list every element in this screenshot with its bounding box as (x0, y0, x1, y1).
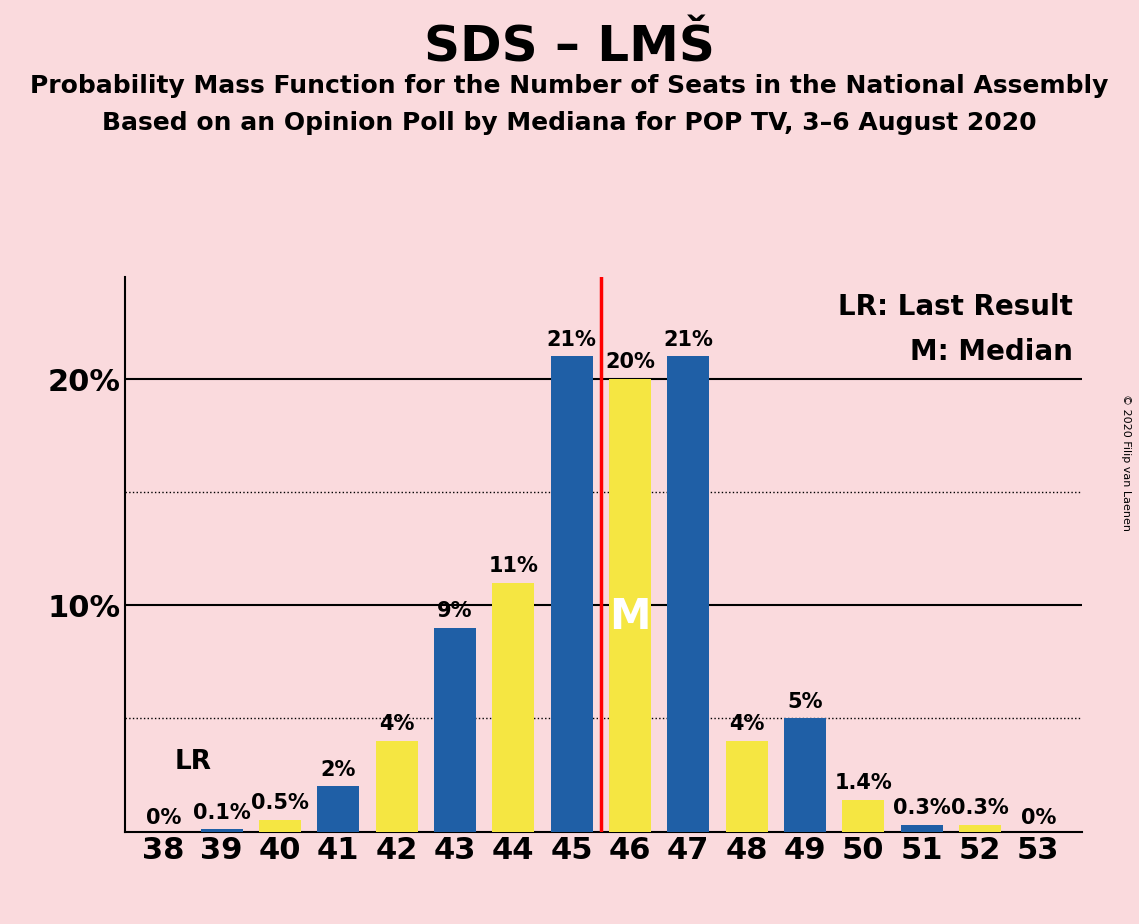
Text: 5%: 5% (787, 692, 822, 711)
Text: Based on an Opinion Poll by Mediana for POP TV, 3–6 August 2020: Based on an Opinion Poll by Mediana for … (103, 111, 1036, 135)
Text: 9%: 9% (437, 602, 473, 621)
Text: Probability Mass Function for the Number of Seats in the National Assembly: Probability Mass Function for the Number… (31, 74, 1108, 98)
Bar (959, 825, 1001, 832)
Text: 2%: 2% (320, 760, 355, 780)
Bar (842, 800, 884, 832)
Text: 21%: 21% (547, 330, 597, 349)
Bar (726, 741, 768, 832)
Text: M: Median: M: Median (910, 338, 1073, 366)
Text: 1.4%: 1.4% (835, 773, 892, 793)
Bar (434, 628, 476, 832)
Text: 0.5%: 0.5% (251, 794, 309, 813)
Text: M: M (609, 596, 650, 638)
Bar (959, 825, 1001, 832)
Text: 20%: 20% (605, 352, 655, 372)
Text: 4%: 4% (729, 714, 764, 735)
Text: 0.1%: 0.1% (192, 803, 251, 822)
Text: 0.3%: 0.3% (893, 798, 950, 818)
Text: LR: LR (175, 749, 212, 775)
Text: LR: Last Result: LR: Last Result (838, 293, 1073, 321)
Bar (200, 830, 243, 832)
Bar (318, 786, 359, 832)
Bar (259, 821, 301, 832)
Bar (376, 741, 418, 832)
Text: 21%: 21% (663, 330, 713, 349)
Text: SDS – LMŠ: SDS – LMŠ (424, 23, 715, 71)
Text: 0%: 0% (1021, 808, 1056, 828)
Bar (784, 719, 826, 832)
Bar (609, 379, 650, 832)
Text: © 2020 Filip van Laenen: © 2020 Filip van Laenen (1121, 394, 1131, 530)
Bar (667, 357, 710, 832)
Text: 4%: 4% (379, 714, 415, 735)
Bar (901, 825, 943, 832)
Text: 0.3%: 0.3% (951, 798, 1009, 818)
Text: 0%: 0% (146, 808, 181, 828)
Text: 11%: 11% (489, 556, 539, 576)
Bar (492, 583, 534, 832)
Bar (550, 357, 592, 832)
